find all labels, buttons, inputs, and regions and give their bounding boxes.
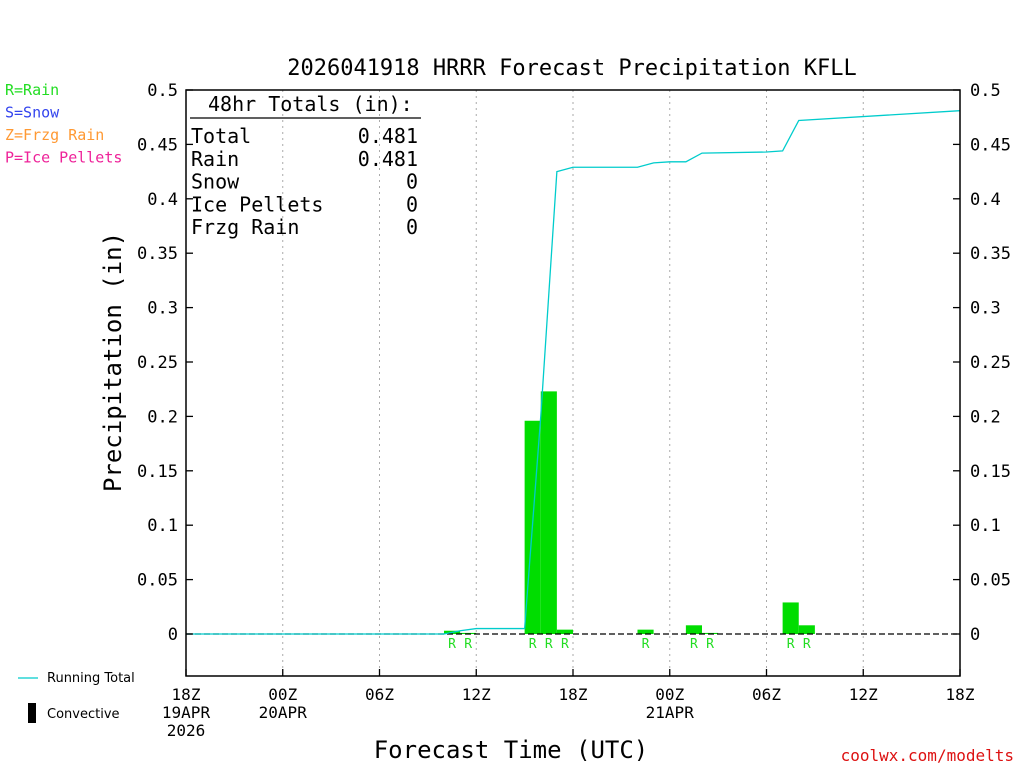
ptype-legend: R=Rain S=Snow Z=Frzg Rain P=Ice Pellets (5, 81, 122, 167)
x-tick-label: 06Z (365, 685, 394, 704)
y-tick-label: 0.2 (147, 407, 178, 427)
y-tick-label: 0.35 (137, 244, 178, 264)
y-tick-label: 0.3 (147, 299, 178, 319)
precip-bar (798, 625, 815, 634)
credit-link[interactable]: coolwx.com/modelts (841, 746, 1014, 765)
x-tick-label: 19APR (162, 703, 211, 722)
y-tick-label: 0.15 (970, 462, 1011, 482)
x-tick-label: 00Z (268, 685, 297, 704)
series-legend: Running Total Convective (18, 671, 135, 723)
y-tick-label: 0.25 (137, 353, 178, 373)
totals-row-value: 0 (406, 170, 418, 194)
ptype-label: R (545, 637, 553, 652)
precip-bar (637, 629, 654, 634)
y-tick-label: 0.3 (970, 299, 1001, 319)
ptype-label: R (529, 637, 537, 652)
y-axis-label: Precipitation (in) (99, 232, 127, 492)
y-tick-label: 0.4 (147, 190, 178, 210)
ptype-label: R (464, 637, 472, 652)
totals-row-value: 0.481 (358, 124, 418, 148)
ptype-label: R (803, 637, 811, 652)
y-tick-label: 0.05 (970, 571, 1011, 591)
x-tick-label: 12Z (462, 685, 491, 704)
ptype-label: R (448, 637, 456, 652)
grid-lines (282, 90, 864, 676)
ptype-label: R (561, 637, 569, 652)
x-axis-label: Forecast Time (UTC) (374, 736, 649, 764)
ptype-legend-entry: Z=Frzg Rain (5, 126, 104, 144)
y-tick-label: 0.2 (970, 407, 1001, 427)
x-tick-label: 21APR (646, 703, 695, 722)
running-total-legend-label: Running Total (47, 671, 135, 686)
ptype-label: R (642, 637, 650, 652)
ptype-label: R (690, 637, 698, 652)
x-tick-label: 12Z (849, 685, 878, 704)
precip-bar (685, 625, 702, 634)
y-tick-label: 0.1 (147, 516, 178, 536)
y-tick-label: 0 (168, 625, 178, 645)
precip-bar (540, 391, 557, 634)
ptype-label: R (706, 637, 714, 652)
totals-row-label: Ice Pellets (191, 192, 323, 216)
convective-legend-label: Convective (47, 707, 120, 722)
x-tick-label: 00Z (655, 685, 684, 704)
totals-row-value: 0 (406, 215, 418, 239)
y-axis-right: 0 0.05 0.1 0.15 0.2 0.25 0.3 0.35 0.4 0.45 0.5 (953, 81, 1011, 645)
ptype-legend-entry: P=Ice Pellets (5, 149, 122, 167)
x-tick-label: 20APR (259, 703, 308, 722)
x-tick-label: 18Z (946, 685, 975, 704)
totals-row-label: Rain (191, 147, 239, 171)
totals-row-value: 0.481 (358, 147, 418, 171)
y-tick-label: 0.1 (970, 516, 1001, 536)
y-tick-label: 0.5 (147, 81, 178, 101)
y-tick-label: 0.05 (137, 571, 178, 591)
chart-title: 2026041918 HRRR Forecast Precipitation K… (287, 56, 857, 81)
y-tick-label: 0.25 (970, 353, 1011, 373)
y-tick-label: 0.45 (970, 135, 1011, 155)
ptype-legend-entry: S=Snow (5, 104, 60, 122)
x-tick-label: 06Z (752, 685, 781, 704)
totals-box: 48hr Totals (in): Total 0.481 Rain 0.481 Snow… (190, 92, 421, 239)
ptype-label: R (787, 637, 795, 652)
y-tick-label: 0.45 (137, 135, 178, 155)
y-tick-label: 0.4 (970, 190, 1001, 210)
y-tick-label: 0.35 (970, 244, 1011, 264)
ptype-legend-entry: R=Rain (5, 81, 59, 99)
x-tick-label: 18Z (559, 685, 588, 704)
x-tick-label: 2026 (167, 721, 206, 740)
precip-bar (556, 629, 573, 634)
totals-heading: 48hr Totals (in): (208, 92, 413, 116)
y-axis-left: 0 0.05 0.1 0.15 0.2 0.25 0.3 0.35 0.4 0.45 0.5 (137, 81, 193, 645)
totals-row-value: 0 (406, 192, 418, 216)
x-tick-label: 18Z (172, 685, 201, 704)
totals-row-label: Frzg Rain (191, 215, 299, 239)
precip-bar (782, 602, 799, 634)
totals-row-label: Snow (191, 170, 240, 194)
running-total-line (186, 110, 961, 635)
y-tick-label: 0 (970, 625, 980, 645)
totals-row-label: Total (191, 124, 251, 148)
y-tick-label: 0.15 (137, 462, 178, 482)
y-tick-label: 0.5 (970, 81, 1001, 101)
convective-swatch (28, 703, 36, 723)
bars (444, 391, 815, 634)
